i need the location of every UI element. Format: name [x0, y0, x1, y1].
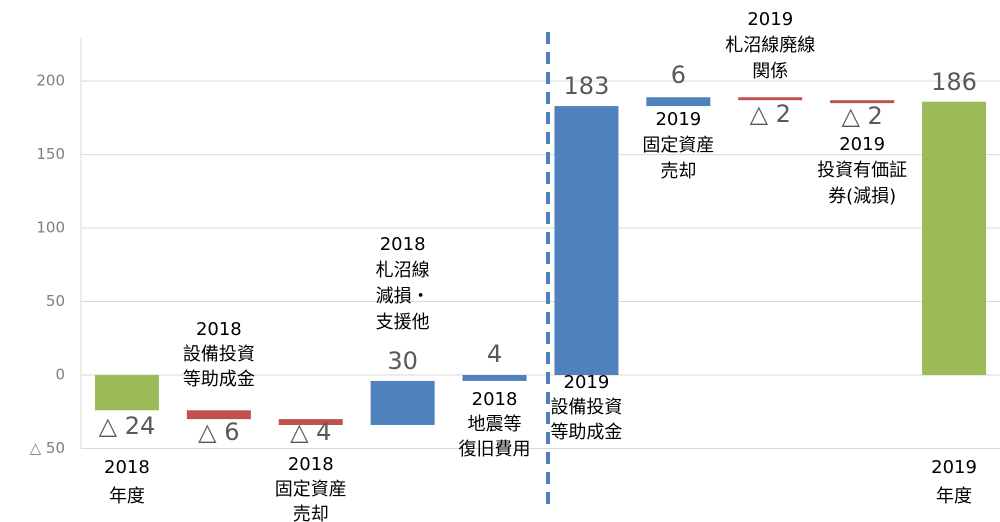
category-label: 2019 年度 — [931, 457, 977, 507]
value-label: △ 2 — [841, 102, 882, 130]
category-line: 2018 — [380, 234, 426, 255]
bar — [922, 101, 987, 376]
bar — [94, 375, 159, 411]
category-label: 2018 固定資産売却 — [275, 454, 347, 522]
category-line: 売却 — [293, 504, 329, 522]
y-tick-label: 50 — [46, 292, 65, 310]
category-label: 2019 設備投資等助成金 — [550, 372, 622, 443]
category-line: 等助成金 — [183, 369, 255, 390]
category-line: 設備投資 — [550, 397, 622, 418]
category-line: 地震等 — [468, 414, 522, 435]
category-line: 2018 — [288, 454, 334, 475]
category-line: 復旧費用 — [459, 439, 531, 460]
value-label: 4 — [487, 340, 502, 368]
y-tick-label: 200 — [36, 72, 65, 90]
category-line: 支援他 — [376, 312, 430, 333]
value-label: 183 — [564, 72, 610, 100]
category-label: 2018 地震等復旧費用 — [459, 389, 531, 460]
value-label: 186 — [931, 68, 977, 96]
category-label: 2018 年度 — [104, 457, 150, 507]
category-line: 2019 — [747, 9, 793, 30]
value-label: △ 2 — [750, 100, 791, 128]
category-line: 設備投資 — [183, 344, 255, 365]
value-label: 6 — [671, 61, 686, 89]
category-label: 2018 設備投資等助成金 — [183, 319, 255, 390]
category-line: 札沼線廃線 — [725, 35, 815, 56]
y-tick-label: 100 — [36, 219, 65, 237]
y-tick-label: 150 — [36, 145, 65, 163]
category-label: 2019 札沼線廃線関係 — [725, 9, 815, 82]
category-line: 2018 — [104, 457, 150, 478]
category-line: 固定資産 — [275, 479, 347, 500]
category-line: 年度 — [936, 486, 972, 507]
bar — [554, 106, 619, 376]
category-line: 券(減損) — [828, 186, 896, 207]
value-label: △ 6 — [198, 418, 239, 446]
category-line: 2018 — [196, 319, 242, 340]
category-line: 等助成金 — [550, 422, 622, 443]
y-tick-label: △ 50 — [30, 439, 65, 457]
category-line: 売却 — [660, 161, 696, 182]
category-line: 年度 — [109, 486, 145, 507]
category-line: 2019 — [931, 457, 977, 478]
bar — [830, 100, 895, 104]
category-line: 札沼線 — [376, 260, 430, 281]
value-label: △ 4 — [290, 418, 331, 446]
bar — [186, 410, 251, 420]
bar — [646, 97, 711, 107]
bar — [462, 375, 527, 381]
category-line: 固定資産 — [642, 135, 714, 156]
category-line: 関係 — [752, 61, 788, 82]
category-label: 2019 投資有価証券(減損) — [817, 134, 907, 207]
category-label: 2019 固定資産売却 — [642, 109, 714, 182]
category-line: 投資有価証 — [817, 160, 907, 181]
value-label: △ 24 — [99, 412, 156, 440]
category-line: 2019 — [655, 109, 701, 130]
y-tick-label: 0 — [55, 366, 65, 384]
category-line: 2018 — [472, 389, 518, 410]
category-label: 2018 札沼線減損・支援他 — [376, 234, 430, 333]
bar — [738, 97, 803, 101]
category-line: 2019 — [839, 134, 885, 155]
category-line: 減損・ — [376, 286, 430, 307]
value-label: 30 — [387, 347, 418, 375]
category-line: 2019 — [564, 372, 610, 393]
bar — [370, 380, 435, 425]
bar — [278, 419, 343, 425]
